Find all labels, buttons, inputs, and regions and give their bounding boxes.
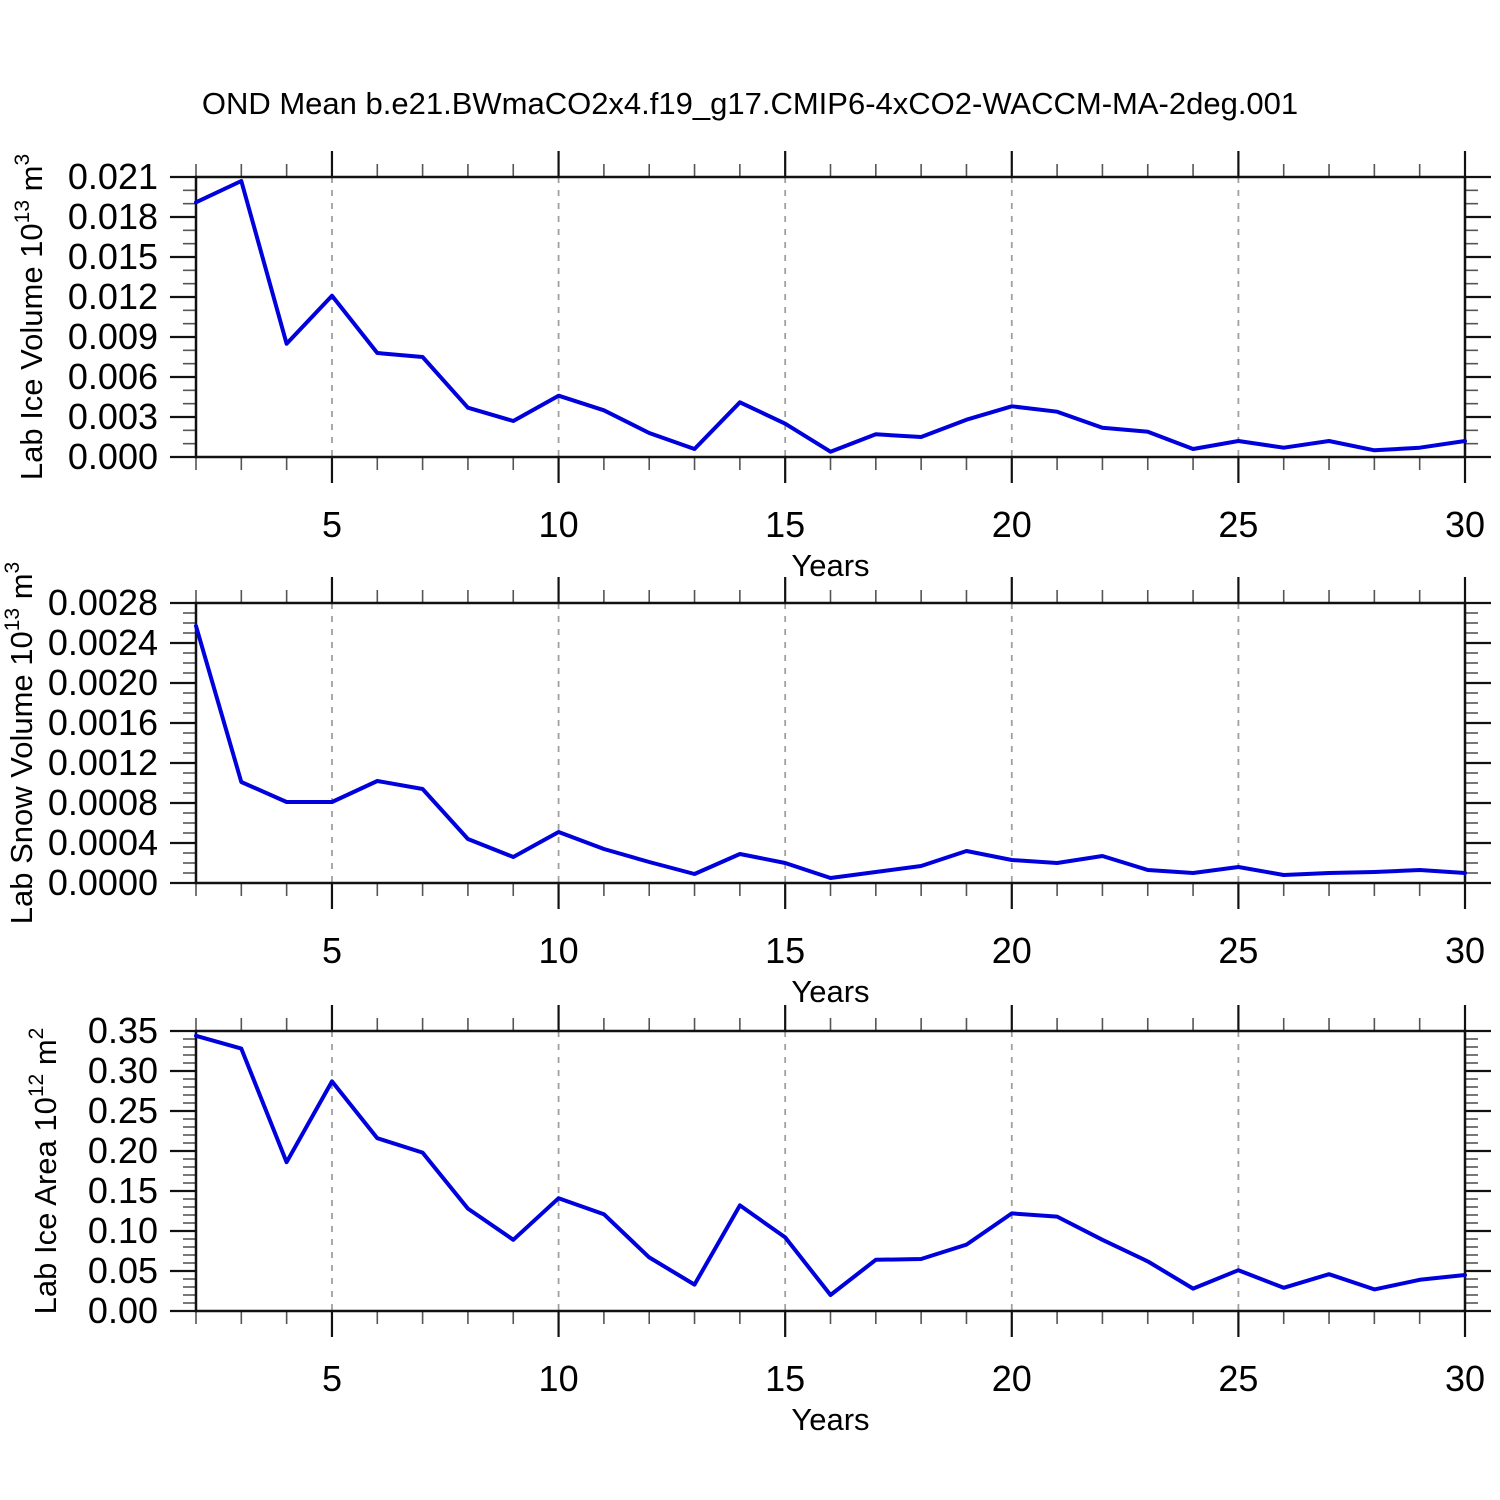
x-tick-label-5: 5 xyxy=(322,1358,342,1399)
y-tick-label-0.0008: 0.0008 xyxy=(48,782,158,823)
chart-title: OND Mean b.e21.BWmaCO2x4.f19_g17.CMIP6-4… xyxy=(201,86,1299,121)
y-axis-label-superscript: 3 xyxy=(11,154,34,166)
y-tick-label-0.15: 0.15 xyxy=(88,1170,158,1211)
x-ticks xyxy=(195,1005,1467,1337)
x-tick-label-30: 30 xyxy=(1445,1358,1485,1399)
x-tick-label-30: 30 xyxy=(1445,930,1485,971)
y-tick-label-0.018: 0.018 xyxy=(68,196,158,237)
y-ticks xyxy=(170,601,1491,885)
y-tick-label-0.009: 0.009 xyxy=(68,316,158,357)
y-tick-label-0.0020: 0.0020 xyxy=(48,662,158,703)
x-tick-label-15: 15 xyxy=(765,1358,805,1399)
y-ticks xyxy=(170,1029,1491,1313)
y-tick-label-0.25: 0.25 xyxy=(88,1090,158,1131)
y-axis-label-segment: m xyxy=(4,573,39,607)
y-axis-label-segment: Lab Ice Volume 10 xyxy=(14,223,49,480)
x-axis-label: Years xyxy=(791,974,869,1009)
x-ticks xyxy=(195,577,1467,909)
x-tick-label-20: 20 xyxy=(992,504,1032,545)
y-tick-label-0.35: 0.35 xyxy=(88,1010,158,1051)
y-axis-label: Lab Ice Area 1012 m2 xyxy=(25,1028,63,1315)
y-axis-label-superscript: 12 xyxy=(25,1074,48,1097)
gridlines xyxy=(331,177,1240,457)
lab-ice-area-line xyxy=(194,1033,1467,1297)
y-tick-label-0.05: 0.05 xyxy=(88,1250,158,1291)
y-tick-label-0.003: 0.003 xyxy=(68,396,158,437)
gridlines xyxy=(331,1031,1240,1311)
y-tick-label-0.006: 0.006 xyxy=(68,356,158,397)
x-tick-label-10: 10 xyxy=(539,930,579,971)
panel-lab-ice-area: 5 10 15 20 25 30 0.000.050.100.150.200.250.300… xyxy=(25,1005,1491,1437)
y-tick-label-0.00: 0.00 xyxy=(88,1290,158,1331)
y-axis-label: Lab Ice Volume 1013 m3 xyxy=(11,154,49,480)
y-tick-label-0.0000: 0.0000 xyxy=(48,862,158,903)
lab-snow-volume-line xyxy=(194,624,1467,880)
y-tick-label-0.0016: 0.0016 xyxy=(48,702,158,743)
x-tick-label-20: 20 xyxy=(992,1358,1032,1399)
y-tick-label-0.000: 0.000 xyxy=(68,436,158,477)
x-tick-label-5: 5 xyxy=(322,930,342,971)
x-tick-label-25: 25 xyxy=(1218,504,1258,545)
y-axis-label-segment: m xyxy=(28,1039,63,1073)
x-tick-label-15: 15 xyxy=(765,930,805,971)
y-axis-label-superscript: 3 xyxy=(1,562,24,574)
y-tick-label-0.30: 0.30 xyxy=(88,1050,158,1091)
y-axis-label-superscript: 13 xyxy=(1,608,24,631)
panel-lab-ice-volume: 5 10 15 20 25 300.0000.0030.0060.0090.0120.01… xyxy=(11,151,1491,583)
x-tick-label-10: 10 xyxy=(539,1358,579,1399)
x-tick-label-10: 10 xyxy=(539,504,579,545)
x-axis-label: Years xyxy=(791,1402,869,1437)
plot-frame xyxy=(194,175,1467,459)
plot-frame xyxy=(194,1029,1467,1313)
y-axis-label: Lab Snow Volume 1013 m3 xyxy=(1,562,39,924)
x-tick-label-15: 15 xyxy=(765,504,805,545)
x-tick-label-30: 30 xyxy=(1445,504,1485,545)
y-tick-label-0.10: 0.10 xyxy=(88,1210,158,1251)
y-axis-label-superscript: 13 xyxy=(11,200,34,223)
y-axis-label-segment: Lab Snow Volume 10 xyxy=(4,631,39,924)
lab-ice-volume-line xyxy=(194,179,1467,454)
y-tick-label-0.20: 0.20 xyxy=(88,1130,158,1171)
y-tick-label-0.012: 0.012 xyxy=(68,276,158,317)
panel-lab-snow-volume: 5 10 15 20 25 30 0.00000.00040.00080.00120.001… xyxy=(1,562,1491,1009)
x-ticks xyxy=(195,151,1467,483)
y-tick-label-0.0024: 0.0024 xyxy=(48,622,158,663)
x-axis-label: Years xyxy=(791,548,869,583)
y-tick-label-0.0004: 0.0004 xyxy=(48,822,158,863)
y-ticks xyxy=(170,175,1491,459)
y-tick-label-0.0012: 0.0012 xyxy=(48,742,158,783)
y-tick-label-0.021: 0.021 xyxy=(68,156,158,197)
x-tick-label-25: 25 xyxy=(1218,1358,1258,1399)
plot-frame xyxy=(194,601,1467,885)
y-axis-label-segment: Lab Ice Area 10 xyxy=(28,1097,63,1314)
y-tick-label-0.0028: 0.0028 xyxy=(48,582,158,623)
x-tick-label-25: 25 xyxy=(1218,930,1258,971)
y-tick-label-0.015: 0.015 xyxy=(68,236,158,277)
y-axis-label-superscript: 2 xyxy=(25,1028,48,1040)
x-tick-label-5: 5 xyxy=(322,504,342,545)
x-tick-label-20: 20 xyxy=(992,930,1032,971)
y-axis-label-segment: m xyxy=(14,166,49,200)
